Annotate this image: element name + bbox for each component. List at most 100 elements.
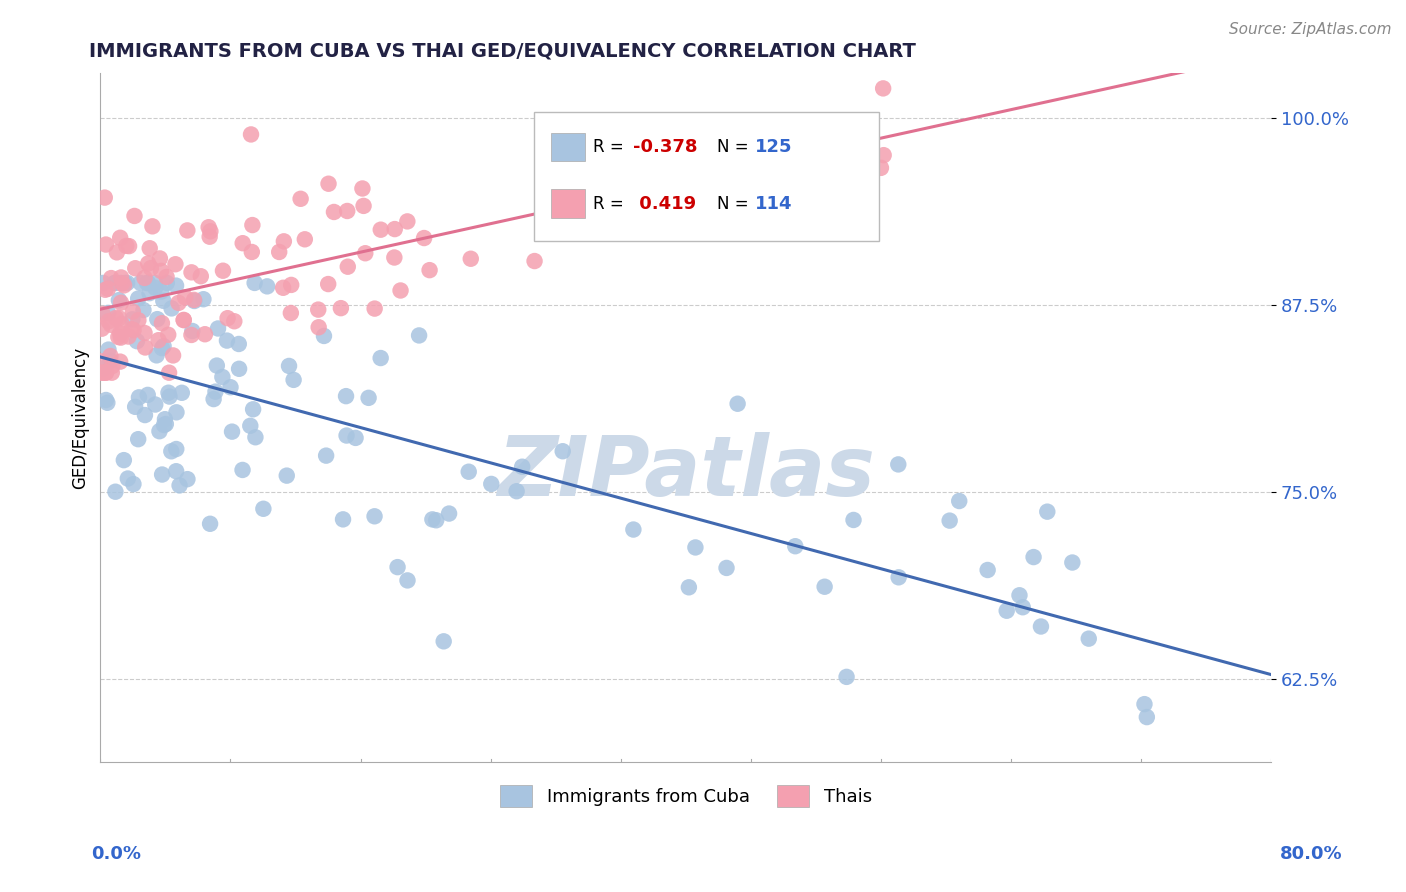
Point: [101, 359, 124, 373]
Point: [114, 276, 136, 290]
Point: [180, 265, 202, 279]
Text: -0.378: -0.378: [633, 138, 697, 156]
Point: [150, 316, 173, 330]
Point: [111, 317, 134, 331]
Point: [242, 402, 264, 417]
Point: [938, 514, 960, 528]
Point: [165, 257, 187, 271]
Point: [887, 570, 910, 584]
Point: [384, 222, 406, 236]
Point: [90, 366, 112, 380]
Point: [121, 304, 143, 318]
Point: [132, 303, 155, 318]
Point: [148, 424, 170, 438]
Point: [948, 494, 970, 508]
Point: [97, 314, 120, 328]
Point: [129, 276, 152, 290]
Point: [396, 214, 419, 228]
Point: [136, 256, 159, 270]
Point: [596, 148, 619, 162]
Point: [396, 574, 419, 588]
Point: [217, 311, 239, 326]
Point: [205, 359, 228, 373]
Point: [118, 239, 141, 253]
Point: [91, 361, 114, 376]
Point: [162, 348, 184, 362]
Point: [94, 237, 117, 252]
Point: [336, 260, 359, 274]
Point: [510, 459, 533, 474]
Point: [136, 276, 159, 290]
Point: [124, 261, 146, 276]
Point: [127, 313, 149, 327]
Point: [152, 339, 174, 353]
Point: [97, 343, 120, 357]
Point: [870, 161, 893, 175]
Point: [143, 281, 166, 295]
Point: [332, 512, 354, 526]
Point: [323, 205, 346, 219]
Point: [104, 484, 127, 499]
Point: [90, 354, 112, 368]
Point: [1036, 505, 1059, 519]
Point: [108, 354, 131, 368]
Point: [256, 279, 278, 293]
Point: [110, 330, 132, 344]
Point: [290, 192, 312, 206]
Point: [122, 477, 145, 491]
Point: [353, 199, 375, 213]
Point: [252, 501, 274, 516]
Point: [200, 224, 222, 238]
Point: [689, 137, 711, 152]
Point: [194, 327, 217, 342]
Text: R =: R =: [593, 194, 630, 212]
Text: 114: 114: [755, 194, 793, 212]
Point: [169, 478, 191, 492]
Point: [437, 507, 460, 521]
Text: R =: R =: [593, 138, 630, 156]
Text: N =: N =: [717, 194, 754, 212]
Text: 125: 125: [755, 138, 793, 156]
Point: [457, 465, 479, 479]
Point: [121, 312, 143, 326]
Point: [792, 190, 814, 204]
Point: [100, 349, 122, 363]
Point: [280, 306, 302, 320]
Point: [231, 463, 253, 477]
Point: [387, 560, 409, 574]
Point: [128, 390, 150, 404]
Point: [122, 323, 145, 337]
Point: [785, 539, 807, 553]
Point: [180, 328, 202, 343]
Point: [153, 417, 176, 432]
Point: [149, 252, 172, 266]
Point: [460, 252, 482, 266]
Point: [152, 293, 174, 308]
Point: [159, 390, 181, 404]
Point: [108, 311, 131, 326]
Point: [316, 277, 339, 291]
Point: [94, 366, 117, 380]
Point: [363, 509, 385, 524]
Legend: Immigrants from Cuba, Thais: Immigrants from Cuba, Thais: [492, 778, 879, 814]
Point: [157, 327, 180, 342]
Point: [104, 276, 127, 290]
Point: [167, 296, 190, 310]
Point: [127, 292, 149, 306]
Point: [134, 271, 156, 285]
Point: [887, 458, 910, 472]
Point: [835, 670, 858, 684]
Point: [104, 310, 127, 325]
Point: [1011, 600, 1033, 615]
Point: [207, 321, 229, 335]
Point: [165, 442, 187, 456]
Point: [105, 245, 128, 260]
Point: [408, 328, 430, 343]
Point: [280, 277, 302, 292]
Point: [202, 392, 225, 406]
Point: [136, 388, 159, 402]
Point: [221, 425, 243, 439]
Point: [150, 285, 173, 299]
Point: [1136, 710, 1159, 724]
Point: [143, 398, 166, 412]
